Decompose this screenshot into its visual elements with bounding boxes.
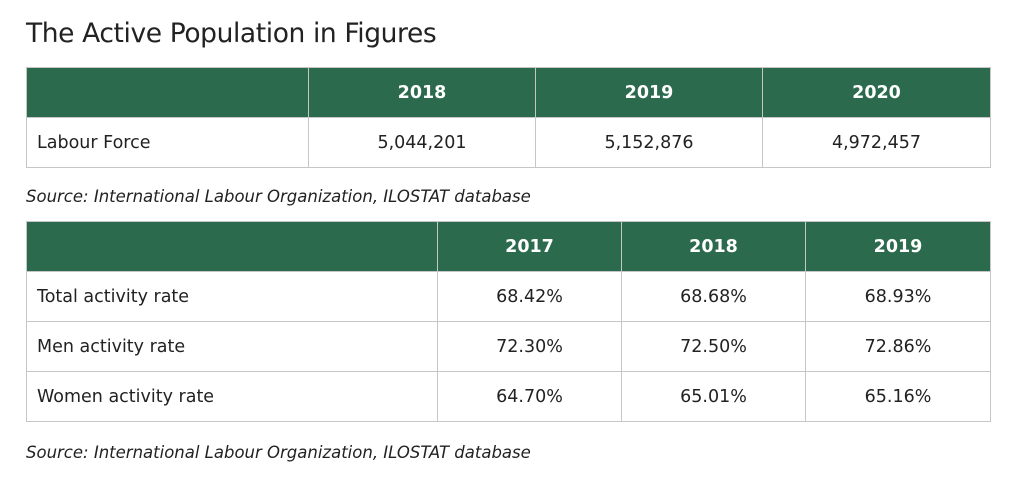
header-cell-year: 2019	[805, 221, 991, 272]
header-cell-empty	[26, 221, 438, 272]
table-cell: 65.01%	[621, 371, 806, 422]
table-cell: 64.70%	[437, 371, 622, 422]
labour-force-table: 2018 2019 2020 Labour Force 5,044,201 5,…	[26, 67, 991, 168]
page-title: The Active Population in Figures	[26, 18, 437, 49]
table-cell: 68.68%	[621, 271, 806, 322]
table-cell: 72.50%	[621, 321, 806, 372]
table-row: Men activity rate 72.30% 72.50% 72.86%	[26, 321, 991, 372]
activity-rate-table: 2017 2018 2019 Total activity rate 68.42…	[26, 221, 991, 422]
header-cell-year: 2018	[621, 221, 806, 272]
header-cell-empty	[26, 67, 309, 118]
table-row: Total activity rate 68.42% 68.68% 68.93%	[26, 271, 991, 322]
header-cell-year: 2017	[437, 221, 622, 272]
row-label-labour-force: Labour Force	[26, 117, 309, 168]
table-cell: 72.86%	[805, 321, 991, 372]
table-cell: 65.16%	[805, 371, 991, 422]
table-cell: 4,972,457	[762, 117, 991, 168]
table-header-row: 2017 2018 2019	[26, 221, 991, 272]
row-label-women-activity-rate: Women activity rate	[26, 371, 438, 422]
header-cell-year: 2020	[762, 67, 991, 118]
table-cell: 68.42%	[437, 271, 622, 322]
row-label-total-activity-rate: Total activity rate	[26, 271, 438, 322]
table-cell: 5,044,201	[308, 117, 536, 168]
table-header-row: 2018 2019 2020	[26, 67, 991, 118]
source-note: Source: International Labour Organizatio…	[26, 443, 531, 462]
table-cell: 5,152,876	[535, 117, 763, 168]
table-row: Labour Force 5,044,201 5,152,876 4,972,4…	[26, 117, 991, 168]
table-cell: 72.30%	[437, 321, 622, 372]
table-cell: 68.93%	[805, 271, 991, 322]
source-note: Source: International Labour Organizatio…	[26, 187, 531, 206]
header-cell-year: 2019	[535, 67, 763, 118]
header-cell-year: 2018	[308, 67, 536, 118]
row-label-men-activity-rate: Men activity rate	[26, 321, 438, 372]
table-row: Women activity rate 64.70% 65.01% 65.16%	[26, 371, 991, 422]
